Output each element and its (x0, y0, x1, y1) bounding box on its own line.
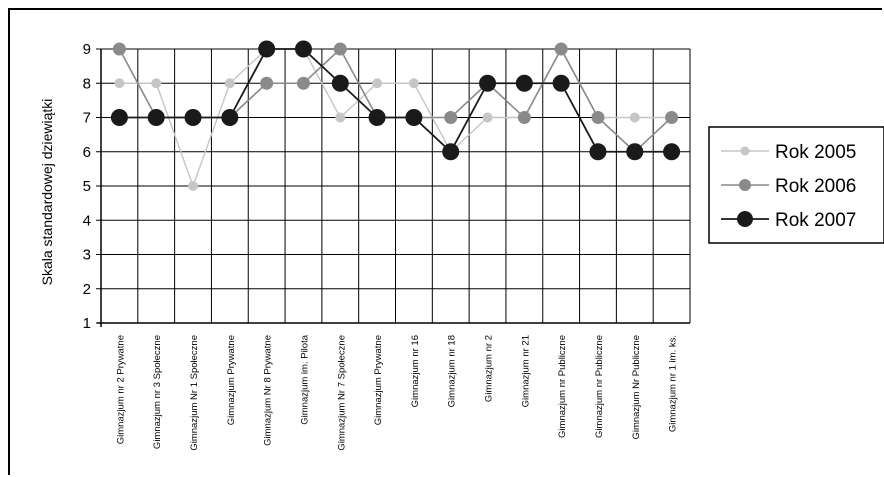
legend-label: Rok 2007 (775, 210, 856, 231)
x-tick-label: Gimnazjum nr 21 (520, 335, 531, 407)
data-point (663, 143, 681, 161)
data-point (515, 74, 533, 92)
x-tick-label: Gimnazjum nr 16 (410, 335, 421, 407)
y-tick-label: 2 (83, 281, 91, 298)
x-tick-label: Gimnazjum nr Publiczne (557, 335, 568, 438)
data-point (554, 42, 568, 56)
x-tick-label: Gimnazjum nr 18 (447, 335, 458, 407)
data-point (444, 111, 458, 124)
x-tick-label: Gimnazjum Nr 7 Społeczne (336, 335, 347, 451)
data-point (591, 111, 605, 124)
data-point (629, 112, 640, 123)
data-point (184, 109, 202, 126)
data-point (589, 143, 607, 161)
data-point (221, 109, 239, 126)
y-tick-label: 4 (83, 212, 91, 229)
data-point (372, 78, 383, 89)
data-point (665, 111, 679, 124)
data-point (368, 109, 386, 126)
data-point (296, 76, 310, 90)
y-tick-label: 8 (83, 75, 91, 92)
x-tick-label: Gimnazjum im. Pilota (299, 334, 310, 424)
data-point (408, 78, 419, 89)
chart-frame (8, 8, 882, 475)
x-tick-label: Gimnazjum Prywatne (373, 335, 384, 425)
data-point (188, 181, 199, 191)
x-tick-label: Gimnazjum Nr 1 Społeczne (189, 335, 200, 451)
x-tick-label: Gimnazjum Nr Publiczne (631, 335, 642, 440)
data-point (294, 40, 312, 58)
data-point (479, 74, 497, 92)
data-point (335, 112, 346, 123)
data-point (112, 42, 126, 56)
x-tick-label: Gimnazjum Nr 8 Prywatne (263, 335, 274, 446)
x-tick-label: Gimnazjum nr Publiczne (594, 335, 605, 438)
data-point (331, 74, 349, 92)
data-point (258, 40, 276, 58)
data-point (114, 78, 125, 89)
y-tick-label: 5 (83, 178, 91, 195)
data-point (517, 111, 531, 124)
y-tick-label: 1 (83, 315, 91, 332)
legend-label: Rok 2006 (775, 176, 856, 197)
x-tick-label: Gimnazjum nr 1 im. ks. (668, 335, 679, 432)
y-tick-label: 6 (83, 144, 91, 161)
data-point (482, 112, 493, 123)
data-point (224, 78, 235, 89)
data-point (151, 78, 162, 89)
legend-marker (740, 146, 750, 156)
legend-label: Rok 2005 (775, 142, 856, 163)
data-point (333, 42, 347, 56)
legend-marker (739, 179, 751, 191)
y-axis-title: Skala standardowej dziewiątki (39, 99, 55, 286)
y-tick-label: 7 (83, 110, 91, 127)
x-tick-label: Gimnazjum nr 3 Społeczne (152, 335, 163, 449)
data-point (405, 109, 423, 126)
data-point (110, 109, 128, 126)
data-point (260, 76, 274, 90)
legend-marker (737, 211, 753, 227)
data-point (442, 143, 460, 161)
data-point (626, 143, 644, 161)
y-tick-label: 3 (83, 247, 91, 264)
y-tick-label: 9 (83, 41, 91, 58)
x-tick-label: Gimnazjum nr 2 (484, 335, 495, 402)
x-tick-label: Gimnazjum nr 2 Prywatne (115, 335, 126, 444)
series-line-3 (119, 48, 672, 154)
data-point (552, 74, 570, 92)
x-tick-label: Gimnazjum Prywatne (226, 335, 237, 425)
data-point (147, 109, 165, 126)
